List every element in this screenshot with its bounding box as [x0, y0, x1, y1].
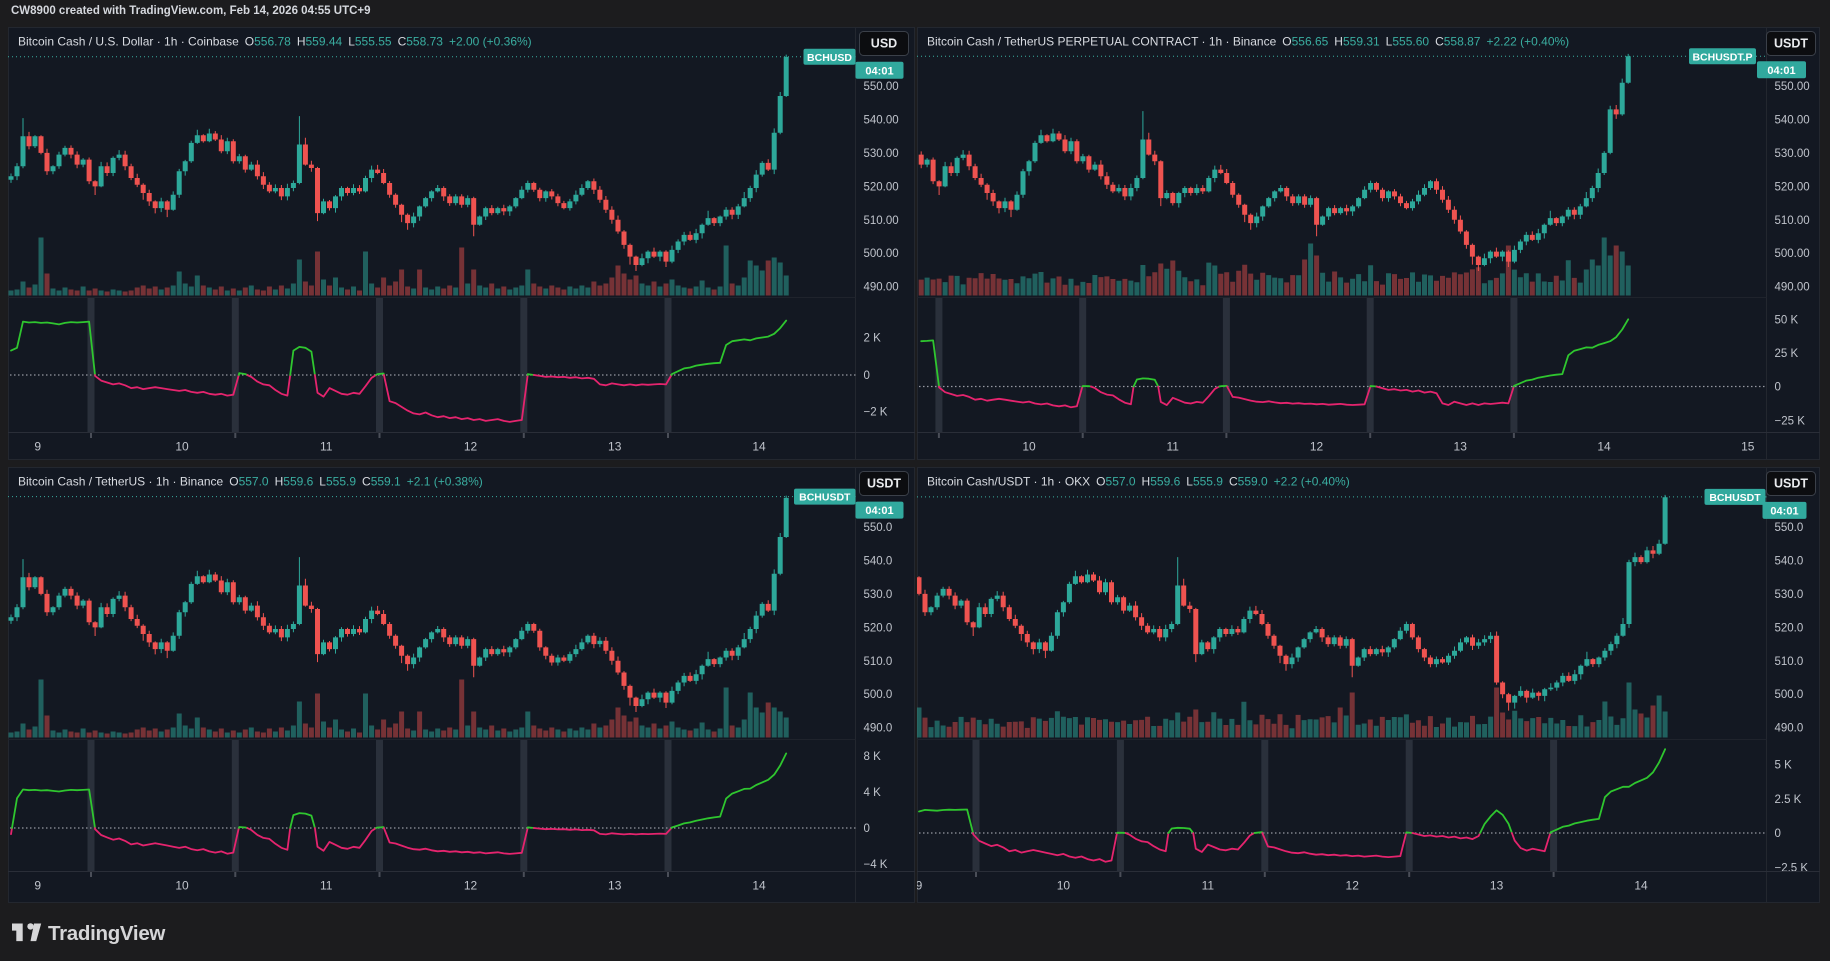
- svg-text:530.00: 530.00: [1775, 148, 1810, 160]
- svg-text:13: 13: [608, 440, 622, 454]
- svg-text:520.0: 520.0: [864, 622, 893, 634]
- svg-text:2 K: 2 K: [864, 333, 882, 345]
- svg-text:USDT: USDT: [1774, 477, 1808, 491]
- svg-text:10: 10: [175, 440, 189, 454]
- svg-text:−4 K: −4 K: [864, 859, 888, 871]
- svg-text:550.0: 550.0: [1775, 522, 1804, 534]
- svg-text:490.0: 490.0: [1775, 723, 1804, 735]
- svg-text:9: 9: [917, 879, 923, 893]
- svg-text:500.00: 500.00: [1775, 248, 1810, 260]
- svg-text:500.0: 500.0: [864, 689, 893, 701]
- svg-text:04:01: 04:01: [865, 505, 893, 517]
- svg-text:04:01: 04:01: [865, 65, 893, 77]
- svg-text:BCHUSDT.P: BCHUSDT.P: [1692, 51, 1752, 63]
- svg-text:10: 10: [1057, 879, 1071, 893]
- svg-text:TradingView: TradingView: [48, 922, 165, 945]
- svg-text:510.00: 510.00: [864, 215, 899, 227]
- svg-text:14: 14: [752, 440, 766, 454]
- svg-text:50 K: 50 K: [1775, 315, 1799, 327]
- svg-text:490.0: 490.0: [864, 723, 893, 735]
- svg-text:−2.5 K: −2.5 K: [1775, 863, 1809, 875]
- svg-text:Bitcoin Cash / TetherUS · 1h ·: Bitcoin Cash / TetherUS · 1h · Binance O5…: [18, 475, 483, 489]
- svg-text:540.00: 540.00: [864, 115, 899, 127]
- svg-text:520.00: 520.00: [1775, 181, 1810, 193]
- svg-text:500.0: 500.0: [1775, 689, 1804, 701]
- svg-text:13: 13: [1454, 440, 1468, 454]
- svg-text:BCHUSDT: BCHUSDT: [799, 492, 851, 504]
- svg-text:10: 10: [1022, 440, 1036, 454]
- svg-text:490.00: 490.00: [1775, 282, 1810, 294]
- svg-text:4 K: 4 K: [864, 787, 882, 799]
- svg-text:11: 11: [1202, 879, 1215, 893]
- svg-text:9: 9: [34, 879, 41, 893]
- svg-text:530.0: 530.0: [1775, 589, 1804, 601]
- svg-text:15: 15: [1741, 440, 1755, 454]
- svg-text:5 K: 5 K: [1775, 760, 1793, 772]
- svg-text:500.00: 500.00: [864, 248, 899, 260]
- svg-text:11: 11: [320, 879, 333, 893]
- svg-text:540.0: 540.0: [864, 556, 893, 568]
- svg-text:0: 0: [1775, 382, 1781, 394]
- svg-text:10: 10: [175, 879, 189, 893]
- svg-text:04:01: 04:01: [1767, 65, 1795, 77]
- svg-text:550.00: 550.00: [864, 81, 899, 93]
- svg-text:12: 12: [464, 879, 478, 893]
- svg-text:14: 14: [752, 879, 766, 893]
- svg-text:530.0: 530.0: [864, 589, 893, 601]
- svg-text:540.0: 540.0: [1775, 556, 1804, 568]
- svg-text:14: 14: [1634, 879, 1648, 893]
- svg-text:USD: USD: [871, 37, 897, 51]
- svg-text:USDT: USDT: [1774, 37, 1808, 51]
- svg-text:0: 0: [864, 370, 870, 382]
- svg-text:04:01: 04:01: [1770, 505, 1798, 517]
- svg-text:USDT: USDT: [867, 477, 901, 491]
- svg-text:BCHUSDT: BCHUSDT: [1709, 492, 1761, 504]
- svg-text:13: 13: [608, 879, 622, 893]
- svg-text:−2 K: −2 K: [864, 407, 888, 419]
- svg-text:510.0: 510.0: [1775, 656, 1804, 668]
- svg-text:BCHUSD: BCHUSD: [807, 52, 852, 64]
- svg-text:520.0: 520.0: [1775, 622, 1804, 634]
- svg-text:0: 0: [1775, 828, 1781, 840]
- svg-text:510.0: 510.0: [864, 656, 893, 668]
- svg-text:11: 11: [320, 440, 333, 454]
- svg-text:12: 12: [464, 440, 478, 454]
- svg-text:550.00: 550.00: [1775, 81, 1810, 93]
- svg-text:0: 0: [864, 823, 870, 835]
- svg-text:530.00: 530.00: [864, 148, 899, 160]
- svg-text:11: 11: [1166, 440, 1179, 454]
- svg-text:12: 12: [1310, 440, 1324, 454]
- svg-text:8 K: 8 K: [864, 751, 882, 763]
- svg-text:540.00: 540.00: [1775, 115, 1810, 127]
- svg-text:Bitcoin Cash / TetherUS PERPET: Bitcoin Cash / TetherUS PERPETUAL CONTRA…: [927, 35, 1569, 49]
- svg-text:9: 9: [34, 440, 41, 454]
- svg-text:520.00: 520.00: [864, 181, 899, 193]
- svg-text:Bitcoin Cash / U.S. Dollar · 1: Bitcoin Cash / U.S. Dollar · 1h · Coinba…: [18, 35, 532, 49]
- svg-text:25 K: 25 K: [1775, 348, 1799, 360]
- svg-text:13: 13: [1490, 879, 1504, 893]
- svg-text:490.00: 490.00: [864, 282, 899, 294]
- svg-text:510.00: 510.00: [1775, 215, 1810, 227]
- svg-text:12: 12: [1346, 879, 1360, 893]
- svg-text:14: 14: [1597, 440, 1611, 454]
- svg-text:2.5 K: 2.5 K: [1775, 794, 1802, 806]
- svg-text:550.0: 550.0: [864, 522, 893, 534]
- svg-text:−25 K: −25 K: [1775, 415, 1806, 427]
